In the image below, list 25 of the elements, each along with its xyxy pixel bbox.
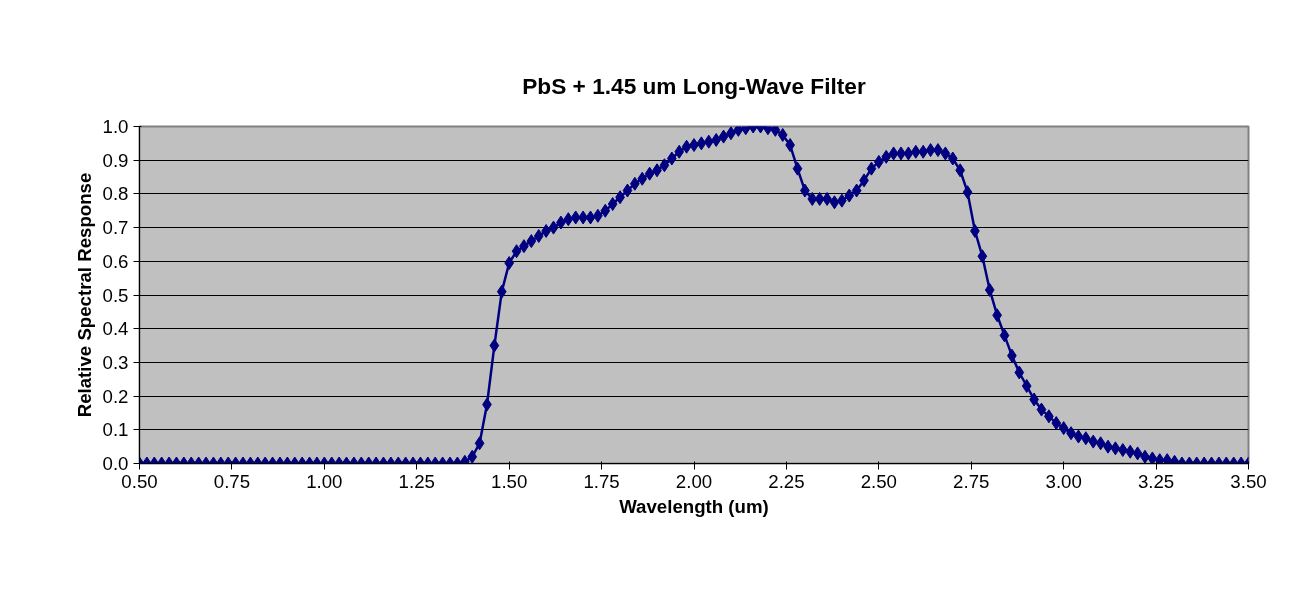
x-tick-label: 1.75 xyxy=(583,470,620,492)
y-tick-label: 0.6 xyxy=(102,250,129,272)
x-tick-label: 1.25 xyxy=(398,470,435,492)
y-tick-label: 0.5 xyxy=(102,284,129,306)
x-tick-label: 0.75 xyxy=(213,470,251,492)
x-axis-title: Wavelength (um) xyxy=(619,495,769,517)
x-tick-label: 3.25 xyxy=(1137,470,1175,492)
y-axis-title: Relative Spectral Response xyxy=(73,172,95,418)
x-tick-label: 2.50 xyxy=(860,470,897,492)
x-tick-label: 2.00 xyxy=(675,470,713,492)
y-tick-label: 0.4 xyxy=(102,318,129,340)
y-tick-label: 0.9 xyxy=(102,149,129,171)
y-tick-label: 0.8 xyxy=(102,183,129,205)
y-tick-label: 0.2 xyxy=(102,385,129,407)
chart-title: PbS + 1.45 um Long-Wave Filter xyxy=(522,73,866,99)
y-tick-label: 1.0 xyxy=(102,116,129,137)
x-tick-label: 3.00 xyxy=(1045,470,1082,492)
x-tick-label: 1.50 xyxy=(491,470,528,492)
y-tick-label: 0.1 xyxy=(102,419,129,441)
y-tick-label: 0.7 xyxy=(102,217,129,239)
y-tick-label: 0.3 xyxy=(102,351,129,373)
x-tick-label: 3.50 xyxy=(1230,470,1267,492)
x-tick-label: 2.25 xyxy=(768,470,805,492)
x-tick-label: 2.75 xyxy=(953,470,990,492)
x-tick-label: 1.00 xyxy=(306,470,343,492)
